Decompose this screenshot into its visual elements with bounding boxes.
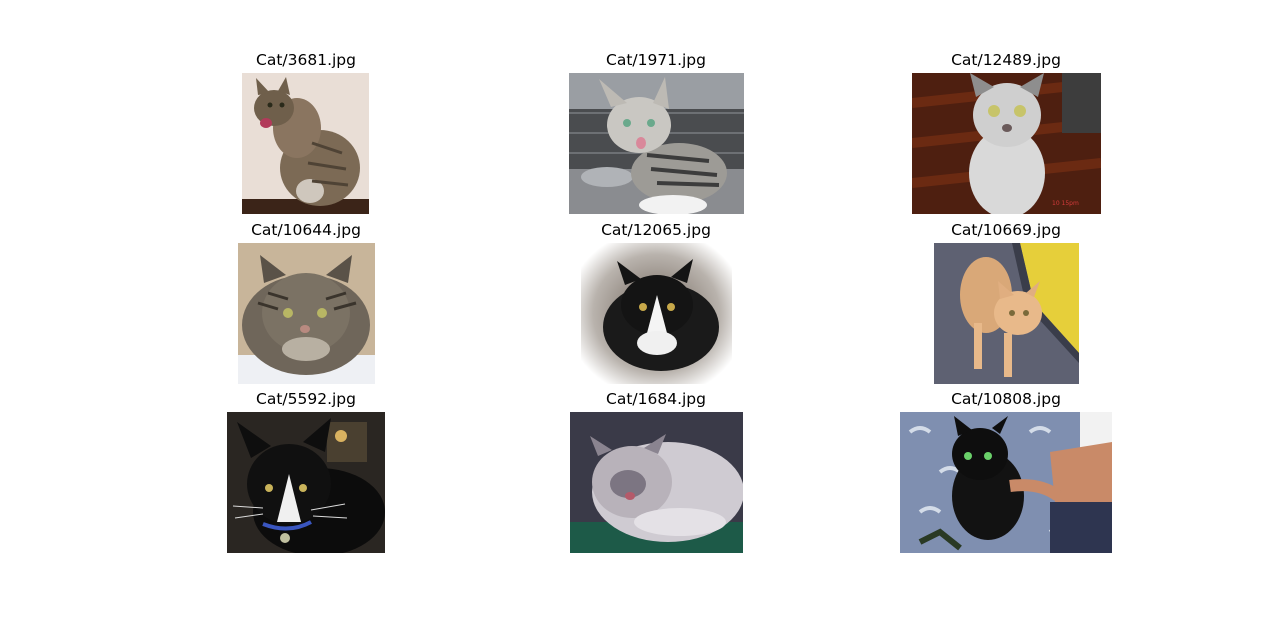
image-title: Cat/1684.jpg: [606, 390, 706, 408]
cat-photo-3681: [242, 73, 369, 214]
image-cell-10644: Cat/10644.jpg: [136, 220, 476, 385]
cat-photo-5592: [227, 412, 385, 553]
cat-photo-10644: [238, 243, 375, 384]
cat-photo-1971: [569, 73, 744, 214]
image-title: Cat/10669.jpg: [951, 221, 1061, 239]
image-title: Cat/12489.jpg: [951, 51, 1061, 69]
svg-text:10 15pm: 10 15pm: [1052, 200, 1079, 207]
image-cell-5592: Cat/5592.jpg: [136, 389, 476, 554]
image-cell-10669: Cat/10669.jpg: [836, 220, 1176, 385]
image-cell-12489: Cat/12489.jpg 10 15pm: [836, 50, 1176, 215]
image-cell-10808: Cat/10808.jpg: [836, 389, 1176, 554]
cat-photo-10669: [934, 243, 1079, 384]
image-title: Cat/10644.jpg: [251, 221, 361, 239]
cat-photo-12065: [581, 243, 732, 384]
image-title: Cat/5592.jpg: [256, 390, 356, 408]
image-cell-3681: Cat/3681.jpg: [136, 50, 476, 215]
cat-photo-12489: 10 15pm: [912, 73, 1101, 214]
image-title: Cat/1971.jpg: [606, 51, 706, 69]
image-cell-1684: Cat/1684.jpg: [486, 389, 826, 554]
image-title: Cat/3681.jpg: [256, 51, 356, 69]
image-cell-1971: Cat/1971.jpg: [486, 50, 826, 215]
image-cell-12065: Cat/12065.jpg: [486, 220, 826, 385]
cat-photo-10808: [900, 412, 1112, 553]
cat-photo-1684: [570, 412, 743, 553]
image-title: Cat/12065.jpg: [601, 221, 711, 239]
image-title: Cat/10808.jpg: [951, 390, 1061, 408]
